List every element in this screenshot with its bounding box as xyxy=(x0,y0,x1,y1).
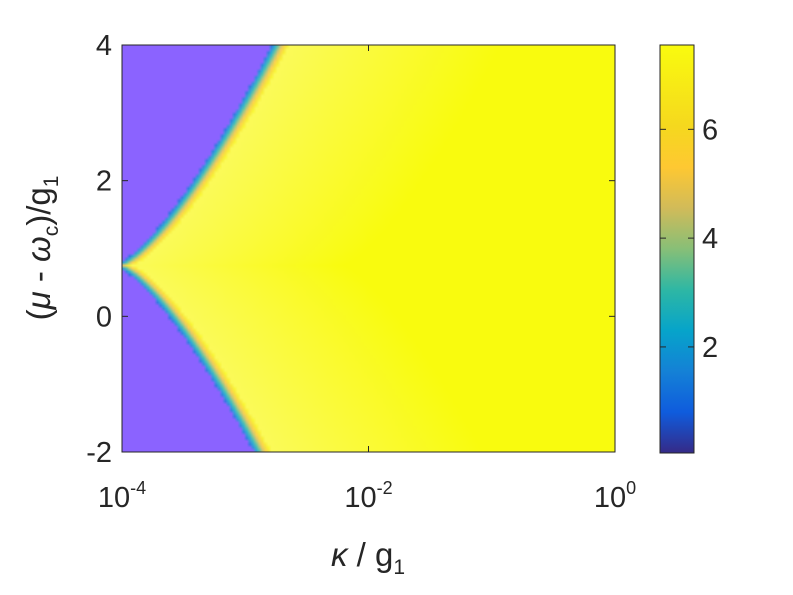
plot-area xyxy=(121,44,616,453)
colorbar: 2 4 6 xyxy=(659,44,718,454)
y-tick-label: 4 xyxy=(96,30,112,62)
colorbar-tick-label: 2 xyxy=(702,332,718,364)
x-axis-label: κ / g1 xyxy=(331,536,405,579)
heatmap-field xyxy=(122,45,615,452)
colorbar-tick-label: 6 xyxy=(702,114,718,146)
y-tick-label: 2 xyxy=(96,166,112,198)
colorbar-tick-label: 4 xyxy=(702,223,718,255)
y-axis-label: (μ - ωc)/g1 xyxy=(20,176,63,321)
x-tick-label: 100 xyxy=(594,478,636,514)
y-tick-label: -2 xyxy=(86,437,112,469)
y-tick-label: 0 xyxy=(96,301,112,333)
x-tick-label: 10-4 xyxy=(98,478,146,514)
colorbar-ticks: 2 4 6 xyxy=(660,114,718,364)
colorbar-frame xyxy=(659,44,695,454)
x-axis-ticks: 10-4 10-2 100 xyxy=(98,45,636,514)
y-axis-ticks: -2 0 2 4 xyxy=(86,30,615,469)
x-tick-label: 10-2 xyxy=(344,478,392,514)
colorbar-gradient xyxy=(660,45,694,453)
